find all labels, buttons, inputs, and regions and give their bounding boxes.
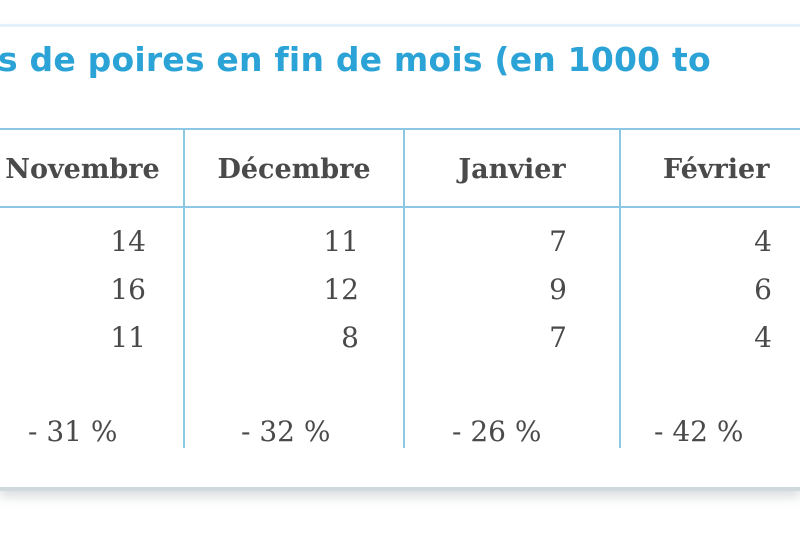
table-cell: 11 bbox=[323, 225, 359, 258]
header-top-rule bbox=[0, 128, 800, 130]
column-header-janvier: Janvier bbox=[458, 154, 566, 185]
table-cell: 4 bbox=[754, 321, 772, 354]
table-cell: 7 bbox=[549, 225, 567, 258]
table-cell: 14 bbox=[110, 225, 146, 258]
table-cell: 16 bbox=[110, 273, 146, 306]
table-panel bbox=[0, 24, 800, 491]
table-cell: 8 bbox=[341, 321, 359, 354]
table-cell: 11 bbox=[110, 321, 146, 354]
column-header-fevrier: Février bbox=[663, 154, 770, 185]
column-header-novembre: Novembre bbox=[5, 154, 160, 185]
table-cell: 4 bbox=[754, 225, 772, 258]
column-divider bbox=[403, 130, 405, 448]
table-cell: 12 bbox=[323, 273, 359, 306]
change-cell: - 26 % bbox=[452, 415, 542, 448]
table-cell: 6 bbox=[754, 273, 772, 306]
header-bottom-rule bbox=[0, 206, 800, 208]
column-divider bbox=[183, 130, 185, 448]
column-divider bbox=[619, 130, 621, 448]
change-cell: - 42 % bbox=[654, 415, 744, 448]
change-cell: - 31 % bbox=[28, 415, 118, 448]
change-cell: - 32 % bbox=[241, 415, 331, 448]
table-title: s de poires en fin de mois (en 1000 to bbox=[0, 40, 711, 79]
table-cell: 9 bbox=[549, 273, 567, 306]
column-header-decembre: Décembre bbox=[217, 154, 371, 185]
table-cell: 7 bbox=[549, 321, 567, 354]
